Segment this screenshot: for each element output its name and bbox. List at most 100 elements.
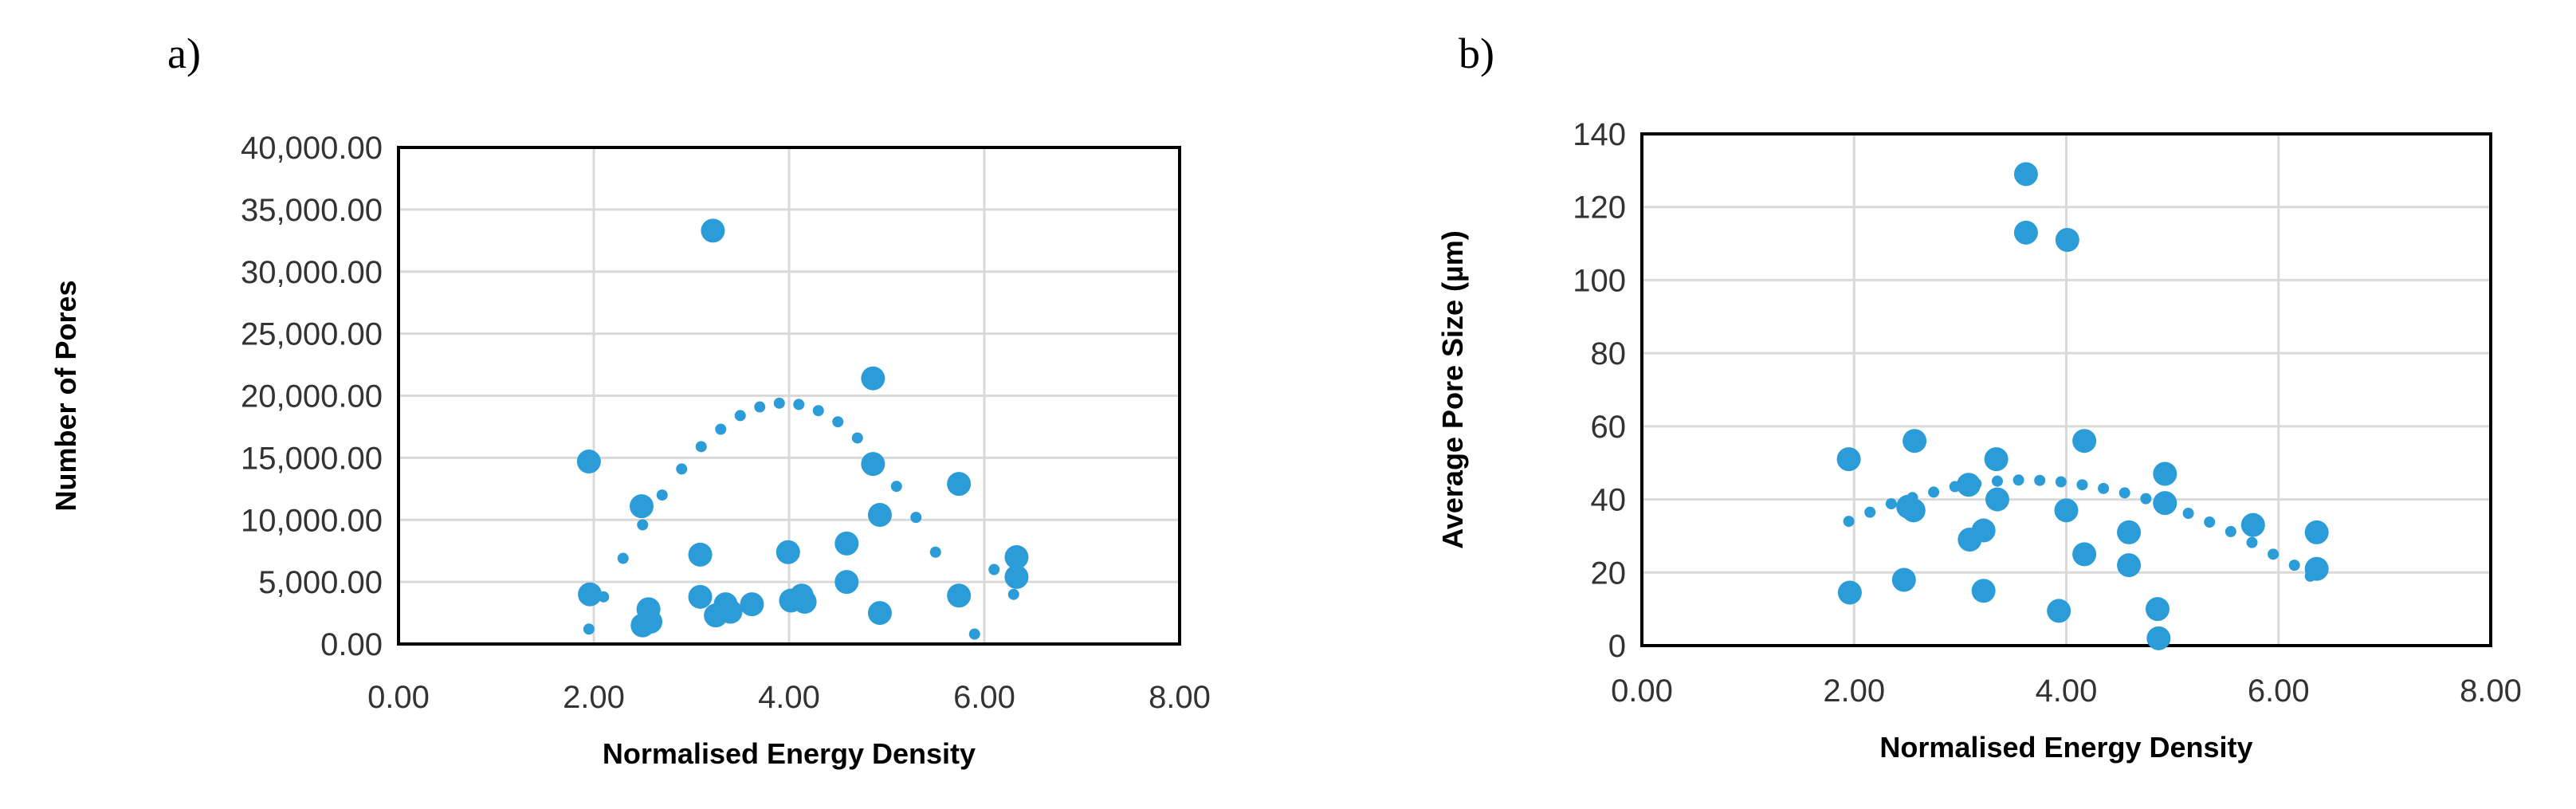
series-data — [1836, 162, 2329, 650]
trendline-dot — [637, 519, 649, 531]
data-point — [2304, 556, 2329, 581]
data-point — [1837, 580, 1862, 605]
y-tick-label: 100 — [1573, 263, 1626, 298]
data-point — [2146, 626, 2171, 650]
trendline-dot — [832, 416, 844, 428]
y-tick-label: 80 — [1591, 336, 1627, 371]
data-point — [2072, 429, 2097, 454]
chart-b-average-pore-size: b) 0.00 2.00 4.00 6.00 8.00 0 20 40 60 80 100 120 140… — [1436, 29, 2522, 764]
x-tick-label: 8.00 — [2460, 674, 2522, 709]
data-point — [1957, 473, 1981, 497]
trendline-dot — [1991, 475, 2003, 487]
trendline-dot — [2204, 516, 2216, 528]
plot-frame — [397, 146, 1181, 646]
data-point — [1971, 579, 1996, 603]
data-point — [1985, 487, 2009, 512]
y-tick-label: 20,000.00 — [241, 379, 383, 414]
trendline-dot — [1007, 588, 1019, 600]
chart-a-number-of-pores: a) 0.00 2.00 4.00 6.00 8.00 0.00 5,000.00 10,000… — [49, 29, 1211, 770]
plot-frame — [1640, 132, 2492, 647]
trendline-dot — [2034, 474, 2046, 486]
x-axis-title: Normalised Energy Density — [603, 737, 976, 770]
data-point — [578, 582, 603, 607]
trendline-dot — [754, 401, 766, 413]
y-tick-label: 0.00 — [320, 627, 383, 662]
trendline-dot — [2140, 493, 2152, 505]
trendline-dot — [2288, 560, 2300, 571]
data-point — [2117, 520, 2142, 544]
x-axis-title: Normalised Energy Density — [1879, 731, 2252, 764]
data-point — [2145, 597, 2170, 622]
data-point — [834, 570, 859, 595]
data-point — [2153, 461, 2177, 486]
trendline-dot — [1864, 506, 1876, 518]
data-point — [576, 450, 601, 474]
series-data — [576, 218, 1029, 638]
data-point — [2304, 520, 2329, 544]
trendline-dot — [656, 489, 668, 501]
trendline-dot — [812, 405, 824, 417]
x-tick-label: 6.00 — [953, 680, 1015, 715]
trendline-dot — [2268, 548, 2280, 560]
data-point — [701, 218, 725, 243]
trendline-dot — [773, 397, 785, 409]
panel-label: b) — [1459, 29, 1494, 77]
trendline-dot — [2246, 536, 2258, 548]
trendline-dot — [2182, 507, 2194, 519]
data-point — [1903, 429, 1927, 454]
data-point — [688, 542, 713, 567]
trendline-dot — [2012, 474, 2024, 486]
data-point — [630, 494, 654, 519]
data-point — [834, 531, 859, 556]
data-point — [1984, 447, 2009, 472]
y-tick-label: 25,000.00 — [241, 317, 383, 352]
data-point — [1004, 544, 1029, 569]
x-tick-label: 8.00 — [1149, 680, 1211, 715]
data-point — [947, 472, 972, 497]
y-tick-label: 20 — [1591, 556, 1627, 591]
y-tick-label: 35,000.00 — [241, 193, 383, 228]
trendline-dot — [793, 399, 805, 410]
trendline-dot — [734, 410, 746, 422]
trendline-dot — [715, 423, 727, 435]
trendline-dot — [617, 552, 629, 564]
trendline-dot — [1928, 486, 1940, 498]
trendline-dot — [676, 463, 688, 475]
trendline-dot — [2076, 479, 2088, 491]
y-tick-label: 40,000.00 — [241, 131, 383, 166]
x-tick-label: 4.00 — [758, 680, 820, 715]
trendline-dot — [910, 512, 922, 524]
panel-label: a) — [167, 29, 201, 77]
trendline-dot — [695, 441, 707, 453]
data-point — [1891, 567, 1916, 592]
y-axis-title: Number of Pores — [49, 280, 82, 511]
data-point — [861, 452, 886, 477]
y-tick-label: 30,000.00 — [241, 255, 383, 290]
x-tick-label: 6.00 — [2248, 674, 2310, 709]
y-tick-label: 140 — [1573, 117, 1626, 152]
x-tick-label: 4.00 — [2036, 674, 2098, 709]
trendline-dot — [890, 481, 902, 493]
y-axis-title: Average Pore Size (µm) — [1436, 230, 1469, 549]
data-point — [792, 590, 817, 615]
data-point — [638, 609, 663, 634]
data-point — [2072, 542, 2097, 567]
trendline-dot — [2098, 482, 2110, 494]
x-tick-label: 0.00 — [367, 680, 430, 715]
y-tick-label: 0 — [1608, 629, 1626, 664]
trendline-dot — [2119, 487, 2130, 499]
data-point — [2013, 220, 2038, 245]
data-point — [1836, 447, 1861, 472]
data-point — [867, 601, 892, 626]
x-tick-label: 0.00 — [1611, 674, 1673, 709]
y-tick-label: 15,000.00 — [241, 441, 383, 476]
y-tick-label: 120 — [1573, 190, 1626, 226]
x-tick-label: 2.00 — [1823, 674, 1885, 709]
y-tick-label: 5,000.00 — [258, 565, 383, 600]
data-point — [740, 592, 764, 617]
trendline-dot — [2225, 525, 2236, 537]
data-point — [2054, 498, 2079, 523]
data-point — [2047, 599, 2071, 623]
trendline-dot — [988, 564, 1000, 575]
